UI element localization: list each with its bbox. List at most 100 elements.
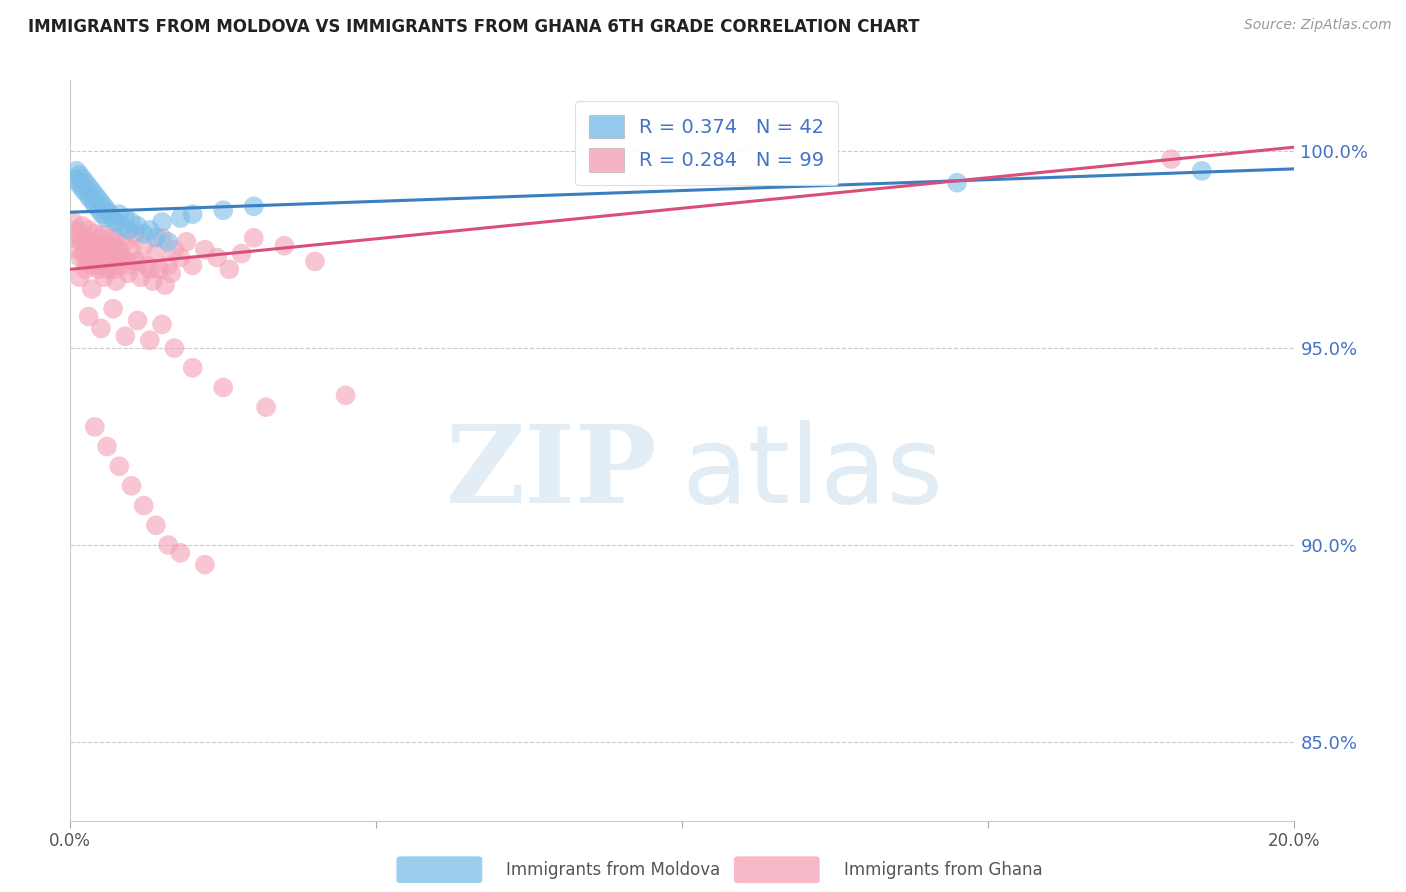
Point [79, 191, 101, 205]
Point [69, 270, 91, 285]
Point [111, 251, 134, 265]
Point [169, 251, 191, 265]
Point [76, 238, 98, 252]
Point [70, 179, 93, 194]
Point [66, 243, 89, 257]
Point [98, 207, 121, 221]
Point [98, 246, 121, 260]
Point [73, 184, 96, 198]
Point [93, 227, 115, 241]
Point [127, 313, 149, 327]
Point [77, 179, 100, 194]
Point [70, 235, 93, 249]
Point [83, 420, 105, 434]
Point [139, 262, 162, 277]
Point [75, 254, 97, 268]
Point [181, 258, 204, 272]
Point [93, 199, 115, 213]
Point [335, 388, 357, 402]
Point [205, 251, 228, 265]
Point [218, 262, 240, 277]
Point [94, 254, 117, 268]
Point [66, 176, 89, 190]
Point [150, 318, 173, 332]
Point [89, 203, 111, 218]
Point [139, 333, 162, 347]
Point [124, 227, 146, 241]
Point [84, 199, 107, 213]
Point [145, 518, 167, 533]
Point [72, 219, 94, 233]
Point [82, 258, 104, 272]
Point [73, 231, 96, 245]
Point [65, 164, 87, 178]
Text: Immigrants from Moldova: Immigrants from Moldova [506, 861, 720, 879]
Point [62, 215, 84, 229]
Point [87, 191, 110, 205]
Point [121, 479, 143, 493]
Point [946, 176, 969, 190]
Point [80, 184, 103, 198]
Point [169, 546, 191, 560]
Point [114, 211, 136, 226]
Point [135, 258, 157, 272]
Point [111, 251, 134, 265]
Point [181, 360, 204, 375]
Point [153, 278, 176, 293]
Point [101, 254, 124, 268]
Point [1160, 152, 1182, 166]
Point [90, 195, 112, 210]
Point [79, 251, 101, 265]
Point [145, 231, 167, 245]
Point [127, 219, 149, 233]
Point [67, 227, 90, 241]
Point [243, 199, 266, 213]
Point [108, 459, 131, 474]
Point [73, 246, 96, 260]
Point [101, 211, 124, 226]
Point [117, 223, 139, 237]
Point [105, 215, 128, 229]
Point [169, 211, 191, 226]
Point [124, 254, 146, 268]
Point [111, 219, 134, 233]
Point [212, 380, 235, 394]
Point [104, 246, 127, 260]
Point [254, 400, 277, 414]
Point [157, 258, 180, 272]
Point [117, 258, 139, 272]
Point [145, 246, 167, 260]
Point [63, 171, 86, 186]
Text: Source: ZipAtlas.com: Source: ZipAtlas.com [1244, 18, 1392, 32]
Point [105, 231, 128, 245]
Point [132, 499, 155, 513]
Point [157, 235, 180, 249]
Point [77, 310, 100, 324]
Text: ZIP: ZIP [446, 419, 658, 525]
Point [243, 231, 266, 245]
Point [139, 223, 162, 237]
Point [114, 329, 136, 343]
Point [90, 231, 112, 245]
Point [83, 195, 105, 210]
Point [96, 238, 118, 252]
Point [91, 243, 114, 257]
Point [142, 274, 165, 288]
Point [63, 231, 86, 245]
Point [87, 262, 110, 277]
Point [121, 243, 143, 257]
Point [132, 227, 155, 241]
Point [86, 238, 108, 252]
Point [90, 321, 112, 335]
Point [101, 301, 124, 316]
Point [91, 207, 114, 221]
Point [194, 558, 217, 572]
Point [83, 227, 105, 241]
Point [129, 270, 152, 285]
Point [194, 243, 217, 257]
Point [1191, 164, 1213, 178]
Point [121, 215, 143, 229]
Point [160, 266, 183, 280]
Point [83, 187, 105, 202]
Point [176, 235, 198, 249]
